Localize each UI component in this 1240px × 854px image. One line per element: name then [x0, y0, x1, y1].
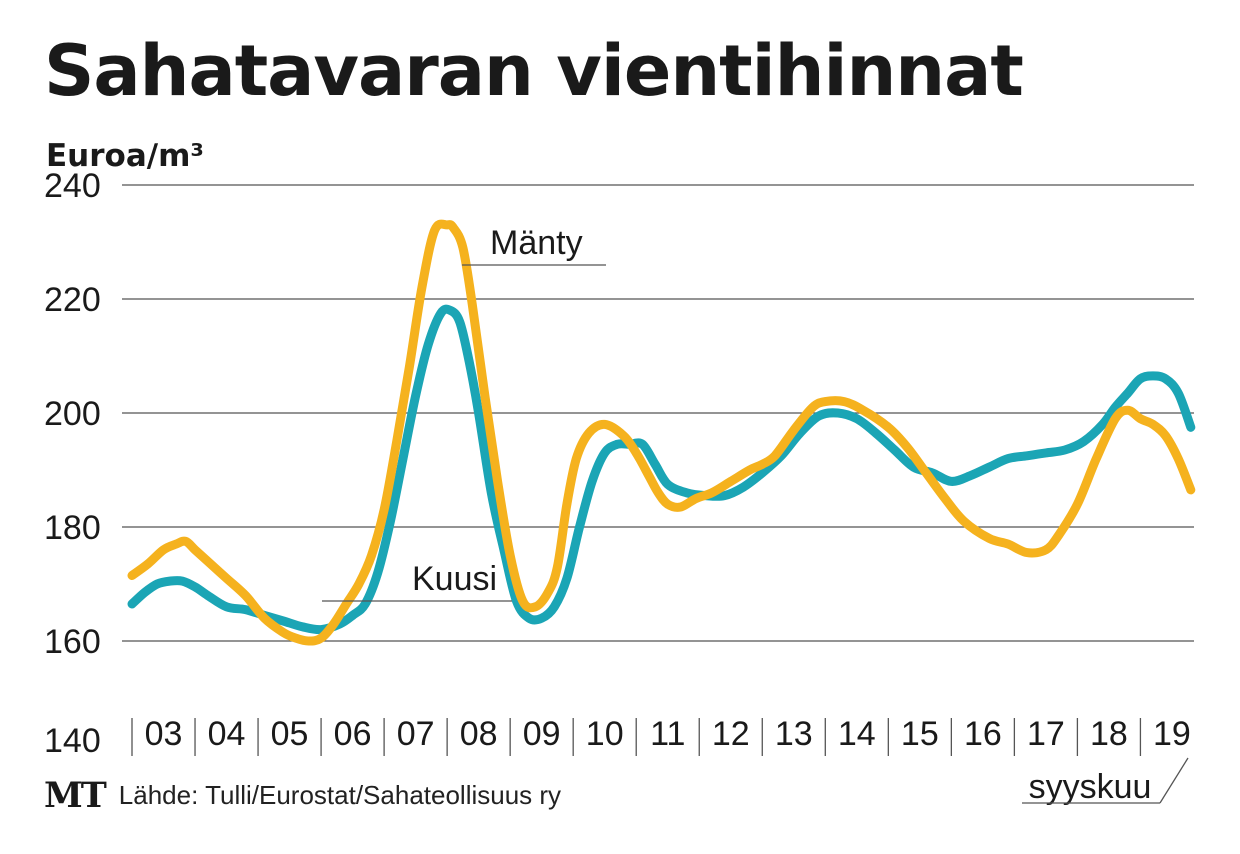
y-axis-unit-label: Euroa/m³ [46, 138, 204, 174]
chart-title: Sahatavaran vientihinnat [44, 30, 1024, 112]
series-label-kuusi: Kuusi [412, 560, 497, 598]
x-tick-label: 11 [650, 715, 685, 753]
x-tick-label: 06 [334, 715, 372, 753]
x-tick-label: 05 [271, 715, 309, 753]
x-tick-label: 04 [208, 715, 246, 753]
x-tick-label: 16 [964, 715, 1002, 753]
series-line-manty [127, 219, 1196, 646]
axis-ticks: 140 160 180 200 220 240 03 04 05 06 07 08 09 10 11 12 13… [44, 167, 1191, 806]
gridlines [122, 184, 1194, 642]
x-tick-label: 19 [1153, 715, 1191, 753]
y-tick-label: 200 [44, 395, 101, 433]
y-tick-label: 180 [44, 509, 101, 547]
x-end-label: syyskuu [1029, 768, 1152, 806]
source-note: Lähde: Tulli/Eurostat/Sahateollisuus ry [118, 780, 562, 810]
x-tick-label: 12 [712, 715, 750, 753]
x-end-label-pointer [1159, 757, 1189, 804]
x-tick-label: 09 [523, 715, 561, 753]
x-tick-label: 18 [1090, 715, 1128, 753]
y-tick-label: 220 [44, 281, 101, 319]
y-tick-label: 240 [44, 167, 101, 205]
x-tick-label: 17 [1027, 715, 1065, 753]
footer: MT Lähde: Tulli/Eurostat/Sahateollisuus … [44, 775, 561, 816]
x-tick-label: 14 [838, 715, 876, 753]
x-tick-label: 07 [397, 715, 435, 753]
series-label-manty: Mänty [490, 224, 583, 262]
x-tick-label: 08 [460, 715, 498, 753]
x-tick-label: 03 [145, 715, 183, 753]
series-line-kuusi [127, 304, 1196, 635]
x-tick-label: 13 [775, 715, 813, 753]
series-labels: Mänty Kuusi [322, 224, 606, 602]
x-tick-label: 10 [586, 715, 624, 753]
y-tick-label: 160 [44, 623, 101, 661]
series-lines [127, 219, 1196, 646]
mt-logo: MT [44, 775, 107, 816]
x-tick-label: 15 [901, 715, 939, 753]
y-tick-label: 140 [44, 722, 101, 760]
